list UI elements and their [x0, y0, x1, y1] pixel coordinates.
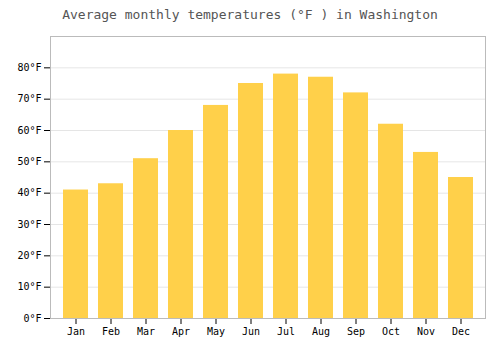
svg-text:80°F: 80°F — [17, 62, 41, 73]
html-text:Average monthly temperatures (: Average monthly temperatures (°F ) in Wa… — [62, 7, 438, 22]
svg-text:40°F: 40°F — [17, 187, 41, 198]
svg-text:0°F: 0°F — [23, 313, 41, 324]
svg-text:10°F: 10°F — [17, 281, 41, 292]
svg-text:Nov: Nov — [417, 326, 435, 337]
svg-text:Sep: Sep — [347, 326, 365, 337]
svg-text:May: May — [207, 326, 225, 337]
svg-text:60°F: 60°F — [17, 125, 41, 136]
svg-text:50°F: 50°F — [17, 156, 41, 167]
svg-text:Mar: Mar — [137, 326, 155, 337]
svg-text:Apr: Apr — [172, 326, 190, 337]
svg-text:Feb: Feb — [102, 326, 120, 337]
svg-text:Jun: Jun — [242, 326, 260, 337]
svg-text:30°F: 30°F — [17, 219, 41, 230]
svg-text:Aug: Aug — [312, 326, 330, 337]
svg-text:70°F: 70°F — [17, 93, 41, 104]
svg-text:Jul: Jul — [277, 326, 295, 337]
svg-text:20°F: 20°F — [17, 250, 41, 261]
svg-text:Jan: Jan — [67, 326, 85, 337]
svg-text:Dec: Dec — [452, 326, 470, 337]
svg-text:Oct: Oct — [382, 326, 400, 337]
